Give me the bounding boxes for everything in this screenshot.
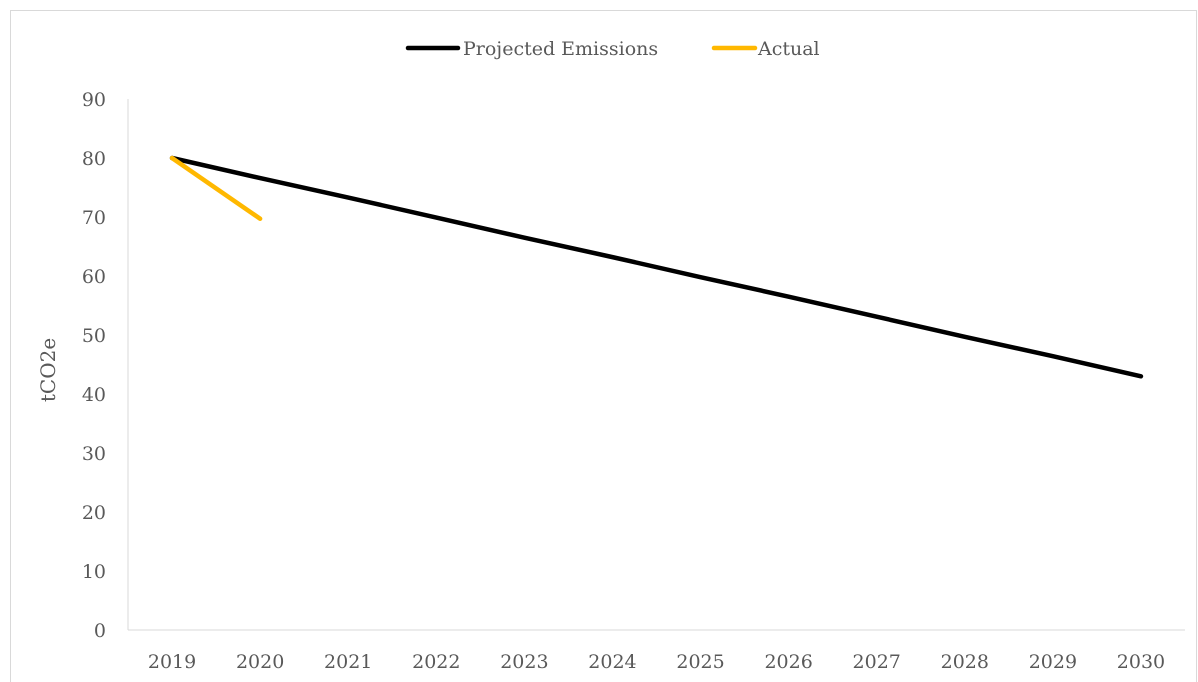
series-line-projected-emissions (169, 155, 1144, 379)
legend: Projected Emissions Actual (405, 38, 820, 60)
y-tick-label: 0 (94, 620, 106, 642)
x-tick-label: 2028 (941, 651, 989, 673)
legend-label-actual: Actual (757, 38, 820, 60)
y-tick-label: 40 (82, 384, 106, 406)
series-line-actual (169, 155, 263, 222)
x-tick-label: 2025 (676, 651, 724, 673)
x-tick-label: 2020 (236, 651, 284, 673)
x-tick-label: 2023 (500, 651, 548, 673)
y-axis-title: tCO2e (36, 338, 60, 402)
x-tick-label: 2026 (764, 651, 812, 673)
x-tick-label: 2024 (588, 651, 636, 673)
x-tick-label: 2029 (1029, 651, 1077, 673)
x-tick-label: 2019 (148, 651, 196, 673)
x-tick-label: 2030 (1117, 651, 1165, 673)
y-tick-label: 20 (82, 502, 106, 524)
y-axis: tCO2e 0 10 20 30 40 50 60 70 80 90 (36, 89, 129, 642)
y-tick-label: 90 (82, 89, 106, 111)
y-tick-label: 50 (82, 325, 106, 347)
series-layer (169, 155, 1144, 379)
y-tick-label: 80 (82, 148, 106, 170)
y-tick-label: 10 (82, 561, 106, 583)
x-tick-label: 2022 (412, 651, 460, 673)
x-tick-label: 2027 (853, 651, 901, 673)
y-tick-label: 30 (82, 443, 106, 465)
legend-label-projected-emissions: Projected Emissions (463, 38, 658, 60)
y-tick-label: 70 (82, 207, 106, 229)
y-tick-label: 60 (82, 266, 106, 288)
x-axis: 2019 2020 2021 2022 2023 2024 2025 2026 2027 2028… (128, 629, 1185, 673)
x-tick-label: 2021 (324, 651, 372, 673)
